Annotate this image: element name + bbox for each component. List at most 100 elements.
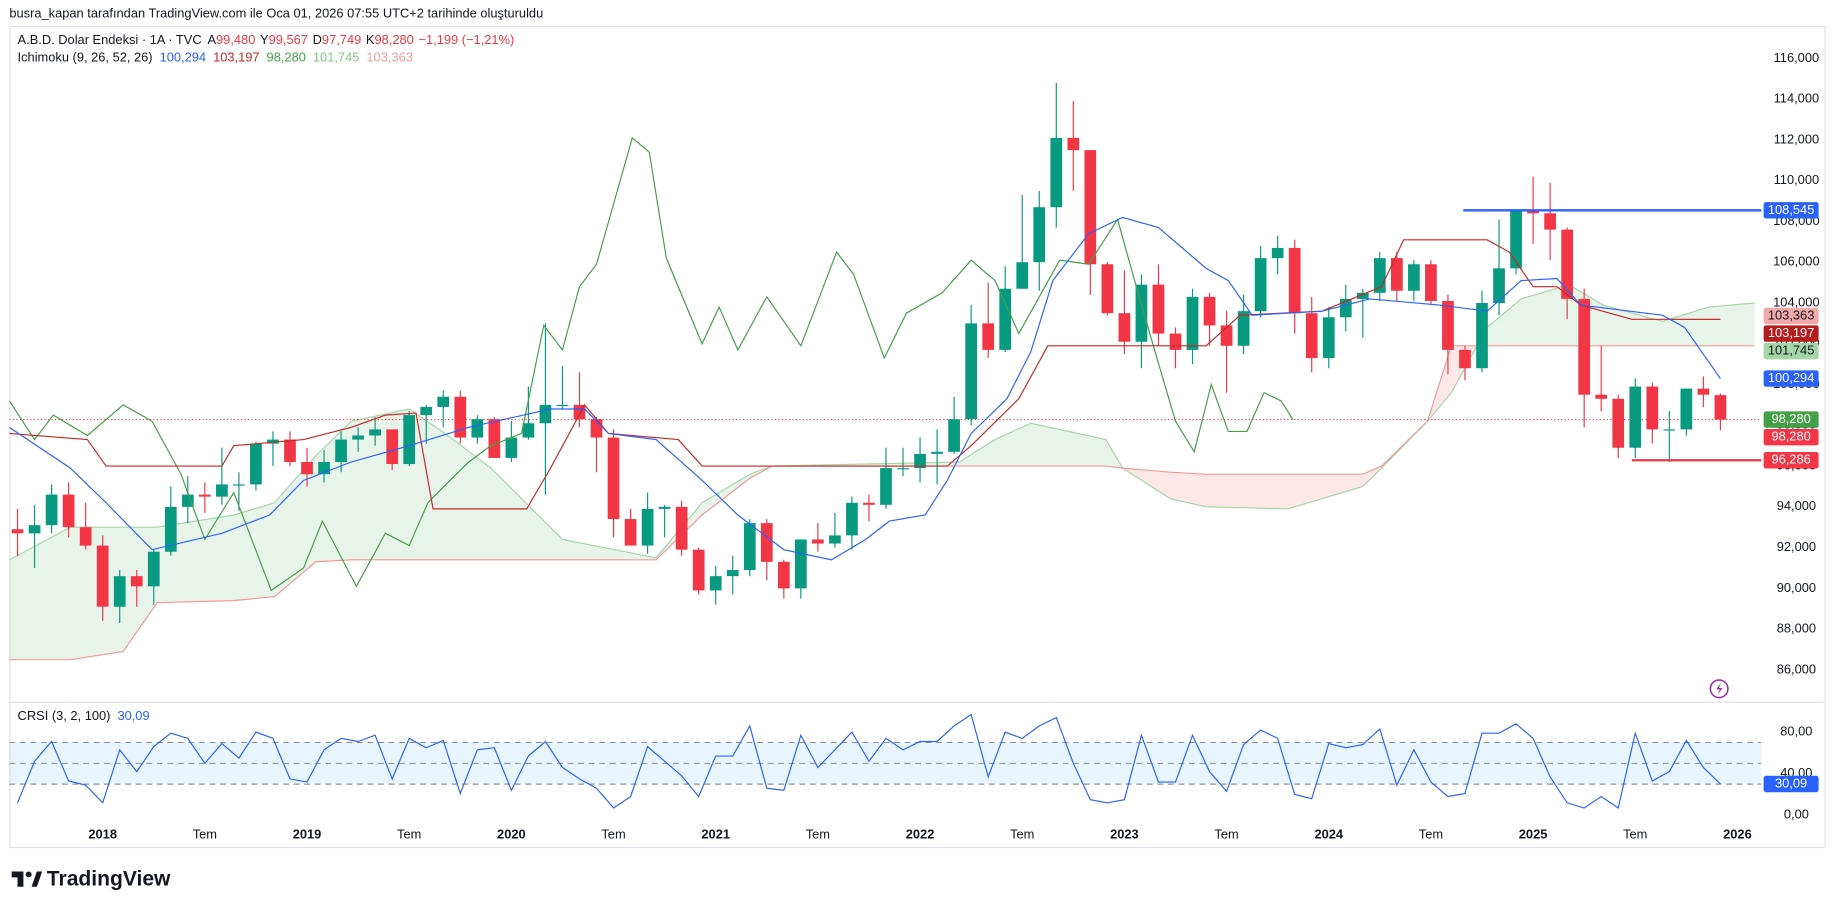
legend-part: 98,280: [267, 50, 306, 65]
crsi-tick-label: 80,00: [1780, 724, 1812, 739]
y-tick-label: 88,000: [1777, 621, 1816, 636]
candle-body: [556, 404, 569, 407]
legend-part: A.B.D. Dolar Endeksi · 1A · TVC: [18, 32, 202, 47]
legend-part: Ichimoku (9, 26, 52, 26): [18, 50, 153, 65]
candle-body: [1578, 298, 1591, 395]
x-tick-label: Tem: [601, 827, 625, 842]
candle-body: [1527, 211, 1539, 214]
candle-body: [369, 429, 381, 436]
candle-body: [1288, 247, 1301, 314]
cloud-segment: [9, 527, 71, 660]
price-label-box: [1763, 428, 1819, 446]
candle-body: [1169, 333, 1182, 350]
cloud-segment: [409, 408, 445, 560]
candle-body: [1067, 137, 1080, 151]
candle-body: [1271, 247, 1284, 259]
logo-icon: [11, 871, 43, 887]
legend-part: 100,294: [160, 50, 206, 65]
crsi-pane: [9, 713, 1762, 809]
candle-body: [505, 437, 518, 458]
candle-body: [1237, 311, 1250, 346]
candle-body: [931, 451, 943, 454]
candle-body: [1544, 213, 1556, 230]
span-b-line: [9, 345, 1755, 661]
cloud-segment: [1206, 474, 1288, 509]
cloud-segment: [1030, 423, 1106, 467]
legend-part: A: [207, 32, 216, 47]
candle-body: [386, 429, 399, 465]
candle-body: [1254, 258, 1267, 312]
y-tick-label: 104,000: [1773, 294, 1819, 309]
candle-body: [829, 535, 841, 544]
x-tick-label: Tem: [193, 827, 217, 842]
overlay: 86,00088,00090,00092,00094,00096,00098,0…: [18, 32, 1820, 841]
candle-body: [522, 423, 535, 438]
candle-body: [11, 529, 24, 534]
candle-body: [45, 494, 58, 526]
price-label: 103,197: [1768, 325, 1814, 340]
x-tick-label: 2025: [1519, 827, 1548, 842]
x-tick-label: 2023: [1110, 827, 1139, 842]
candle-body: [1493, 268, 1505, 303]
candle-body: [1442, 300, 1454, 350]
cloud-segment: [490, 468, 563, 560]
price-label: 108,545: [1768, 202, 1814, 217]
legend-part: −1,199 (−1,21%): [419, 32, 515, 47]
candle-body: [147, 551, 160, 587]
candle-body: [335, 439, 347, 462]
price-label-box: [1763, 325, 1819, 342]
candle-body: [709, 576, 722, 591]
chart-frame: [9, 25, 1826, 849]
candle-body: [318, 461, 330, 475]
cloud-segment: [1662, 307, 1709, 346]
candle-body: [1084, 150, 1097, 265]
y-tick-label: 112,000: [1774, 131, 1820, 146]
cloud-segment: [1521, 284, 1569, 346]
candle-body: [1339, 298, 1352, 318]
candle-body: [216, 484, 228, 497]
candle-body: [1561, 229, 1573, 299]
candle-body: [675, 506, 688, 550]
y-tick-label: 114,000: [1774, 91, 1820, 106]
price-label-box: [1763, 411, 1819, 428]
legend-part: 98,280: [375, 32, 414, 47]
legend-part: K: [366, 32, 375, 47]
candle-body: [1101, 264, 1114, 314]
price-label-box: [1763, 307, 1819, 325]
price-label-box: [1763, 202, 1819, 219]
legend-part: 97,749: [322, 32, 361, 47]
candle-body: [812, 539, 824, 544]
candle-body: [999, 288, 1012, 350]
ichimoku-line: [9, 239, 1721, 510]
candle-body: [1595, 394, 1608, 399]
x-tick-label: Tem: [1623, 827, 1647, 842]
y-tick-label: 106,000: [1773, 254, 1819, 269]
candle-body: [726, 570, 739, 577]
candle-body: [1408, 264, 1420, 291]
candle-body: [743, 523, 756, 571]
candle-body: [250, 443, 262, 485]
candle-body: [1186, 296, 1199, 350]
x-tick-label: 2026: [1723, 827, 1752, 842]
candle-body: [267, 439, 279, 444]
cloud-segment: [70, 527, 124, 660]
legend-part: 103,197: [213, 50, 259, 65]
legend-part: CRSI (3, 2, 100): [18, 708, 111, 723]
x-tick-label: 2019: [293, 827, 322, 842]
candle-body: [777, 561, 790, 589]
price-label: 101,745: [1768, 343, 1814, 358]
candle-body: [403, 415, 416, 465]
crsi-last-box: [1763, 775, 1819, 793]
candle-body: [1152, 284, 1165, 334]
candle-body: [760, 523, 773, 562]
price-label: 103,363: [1768, 307, 1814, 322]
candle-body: [1459, 349, 1471, 369]
cloud-segment: [1170, 472, 1207, 507]
cloud-segment: [1708, 302, 1755, 346]
legend-part: 101,745: [313, 50, 359, 65]
price-label-box: [1763, 342, 1819, 360]
ichimoku-line: [9, 136, 1294, 592]
candle-body: [1646, 386, 1659, 430]
symbol-legend: A.B.D. Dolar Endeksi · 1A · TVC A99,480 Y9…: [18, 32, 515, 47]
price-label: 100,294: [1768, 370, 1814, 385]
